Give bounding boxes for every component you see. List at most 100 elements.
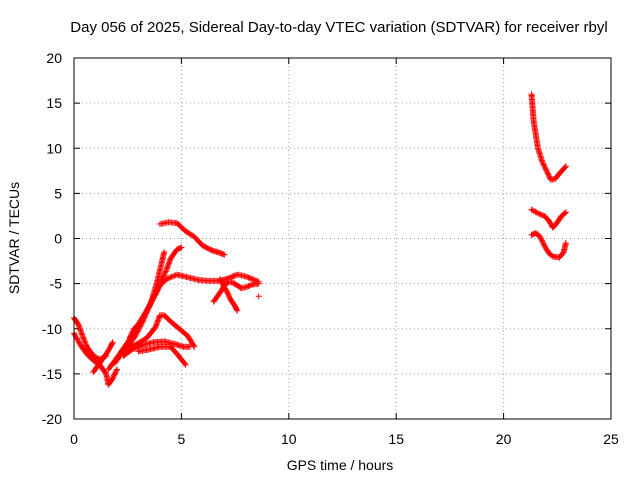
data-point — [233, 306, 240, 313]
data-point — [540, 161, 547, 168]
data-point — [221, 251, 228, 258]
data-point — [225, 293, 232, 300]
data-point — [247, 275, 254, 282]
series-arc-12 — [210, 278, 262, 305]
x-axis-label: GPS time / hours — [287, 457, 394, 473]
data-point — [224, 289, 231, 296]
y-tick-label: -20 — [42, 411, 62, 427]
data-point — [71, 331, 78, 338]
x-tick-label: 0 — [70, 431, 78, 447]
data-point — [218, 278, 225, 285]
y-tick-label: 20 — [46, 50, 62, 66]
data-point — [112, 370, 119, 377]
data-point — [245, 274, 252, 281]
data-point — [80, 334, 87, 341]
axis-tick-labels: 0 5 10 15 20 25 -20 -15 -10 -5 0 5 10 15 20 — [42, 50, 619, 447]
data-point — [538, 237, 545, 244]
data-point — [242, 284, 249, 291]
data-point — [127, 333, 134, 340]
data-point — [222, 286, 229, 293]
data-point — [561, 210, 568, 217]
data-point — [220, 282, 227, 289]
series-arc-13 — [217, 276, 241, 314]
data-point — [143, 309, 150, 316]
series-arc-8 — [126, 321, 142, 341]
data-point — [167, 274, 174, 281]
data-point — [528, 206, 535, 213]
data-point — [561, 164, 568, 171]
data-point — [112, 368, 119, 375]
data-point — [190, 342, 197, 349]
data-point — [217, 276, 224, 283]
data-point — [225, 291, 232, 298]
series-arc-9 — [135, 343, 189, 368]
x-tick-label: 5 — [178, 431, 186, 447]
data-point — [544, 169, 551, 176]
data-point — [562, 240, 569, 247]
data-point — [81, 337, 88, 344]
data-point — [538, 211, 545, 218]
data-point — [546, 172, 553, 179]
data-point — [146, 301, 153, 308]
y-tick-label: -10 — [42, 321, 62, 337]
data-point — [148, 299, 155, 306]
grid — [74, 58, 611, 419]
data-point — [182, 361, 189, 368]
data-point — [154, 287, 161, 294]
data-point — [134, 322, 141, 329]
data-point — [166, 274, 173, 281]
data-point — [247, 282, 254, 289]
x-tick-label: 10 — [281, 431, 297, 447]
data-point — [181, 360, 188, 367]
x-tick-label: 15 — [388, 431, 404, 447]
data-point — [536, 210, 543, 217]
data-point — [529, 207, 536, 214]
data-point — [80, 335, 87, 342]
data-point — [531, 208, 538, 215]
data-point — [155, 286, 162, 293]
data-point — [544, 170, 551, 177]
series-arc-5 — [111, 249, 168, 367]
data-point — [75, 338, 82, 345]
data-point — [539, 160, 546, 167]
data-point — [153, 288, 160, 295]
data-point — [113, 366, 120, 373]
data-point — [541, 163, 548, 170]
data-point — [139, 318, 146, 325]
data-point — [149, 297, 156, 304]
data-point — [76, 339, 83, 346]
data-point — [542, 165, 549, 172]
data-point — [171, 272, 178, 279]
data-point — [542, 166, 549, 173]
y-tick-label: -5 — [50, 276, 63, 292]
data-point — [249, 276, 256, 283]
y-tick-label: 15 — [46, 95, 62, 111]
data-point — [111, 371, 118, 378]
data-point — [170, 273, 177, 280]
data-point — [160, 272, 167, 279]
series-arc-17 — [528, 230, 569, 261]
data-point — [242, 273, 249, 280]
data-point — [246, 275, 253, 282]
data-point — [72, 332, 79, 339]
y-tick-label: 5 — [54, 185, 62, 201]
data-point — [109, 340, 116, 347]
data-point — [539, 238, 546, 245]
data-point — [110, 374, 117, 381]
data-point — [534, 210, 541, 217]
data-point — [109, 375, 116, 382]
data-point — [223, 287, 230, 294]
data-point — [152, 291, 159, 298]
data-point — [541, 162, 548, 169]
data-point — [161, 271, 168, 278]
data-point — [129, 328, 136, 335]
data-point — [150, 295, 157, 302]
data-point — [255, 293, 262, 300]
series-arc-4 — [105, 244, 185, 373]
data-point — [537, 234, 544, 241]
data-point — [147, 300, 154, 307]
series-arc-11 — [156, 219, 228, 258]
data-point — [224, 290, 231, 297]
data-point — [537, 211, 544, 218]
